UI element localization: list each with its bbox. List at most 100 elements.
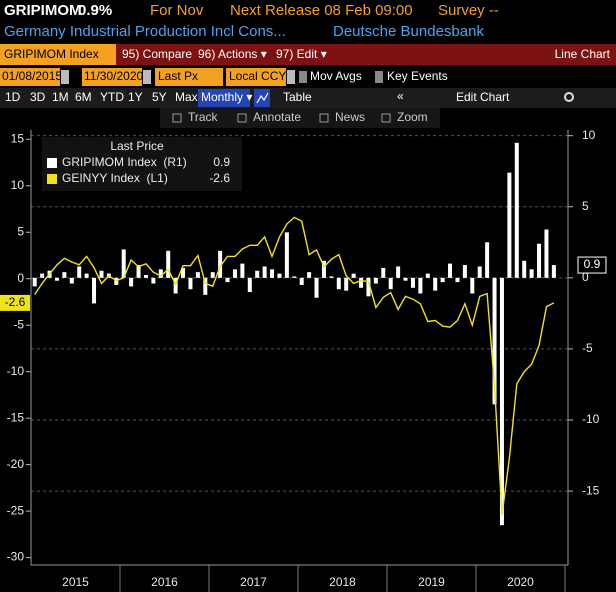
y-tick-label: -25 [7, 503, 25, 517]
x-tick-label: 2019 [418, 575, 445, 589]
legend-value: -2.6 [209, 171, 230, 185]
bar [351, 273, 356, 278]
start-date: 01/08/2015 [2, 69, 62, 83]
bar [388, 277, 393, 290]
bar [54, 277, 59, 281]
bar [336, 277, 341, 290]
field-box[interactable] [155, 68, 223, 86]
survey: Survey -- [438, 2, 499, 19]
source: Deutsche Bundesbank [333, 23, 484, 40]
x-tick-label: 2017 [240, 575, 267, 589]
last-value-flag [0, 294, 30, 311]
actions-button[interactable]: 96) Actions ▾ [198, 47, 267, 61]
bar [158, 269, 163, 278]
tool-button[interactable]: Track [188, 110, 219, 124]
bar [210, 272, 215, 278]
y2-tick-label: 0 [582, 270, 589, 284]
y-tick-label: 5 [17, 224, 24, 238]
x-tick-label: 2020 [507, 575, 534, 589]
y-tick-label: 10 [11, 178, 25, 192]
bar [92, 277, 97, 304]
y2-tick-label: -5 [582, 341, 593, 355]
bar [62, 272, 67, 278]
bar [284, 232, 289, 278]
y2-tick-label: -15 [582, 483, 600, 497]
period-button[interactable]: 5Y [152, 90, 167, 104]
checkbox[interactable] [375, 71, 383, 83]
dropdown-icon[interactable] [287, 70, 295, 84]
calendar-icon[interactable] [61, 70, 69, 84]
field: Last Px [158, 69, 198, 83]
toolbar [0, 44, 616, 65]
checkbox[interactable] [299, 71, 307, 83]
last-value: 0.9% [78, 2, 112, 19]
edit-chart-button[interactable]: Edit Chart [456, 90, 510, 104]
legend-swatch [47, 174, 57, 184]
table-button[interactable]: Table [283, 90, 312, 104]
bar [225, 277, 230, 283]
bar [492, 277, 497, 405]
legend-label: GEINYY Index (L1) [62, 171, 168, 185]
bar [270, 269, 275, 278]
legend-value: 0.9 [213, 155, 230, 169]
bar [262, 266, 267, 278]
chart-type[interactable]: Line Chart [555, 47, 611, 61]
bar [314, 277, 319, 298]
bar [247, 277, 252, 293]
settings-icon[interactable] [564, 92, 574, 102]
bar [403, 277, 408, 281]
compare-button[interactable]: 95) Compare [122, 47, 192, 61]
chart: 10 5 0 -5 -10 -15 15 10 5 0 -5 -10 -15 -20 -25 -30 2015 2… [0, 128, 607, 592]
period-button[interactable]: 1Y [128, 90, 143, 104]
tool-icon[interactable] [381, 113, 391, 123]
bar [544, 229, 549, 278]
bar [418, 277, 423, 294]
period-button[interactable]: YTD [100, 90, 124, 104]
bar [462, 265, 467, 278]
key-events[interactable]: Key Events [387, 69, 448, 83]
period-bar [0, 88, 616, 108]
tool-button[interactable]: Zoom [397, 110, 428, 124]
chart-icon-line [256, 92, 269, 104]
period-button[interactable]: Max [175, 90, 198, 104]
bar [277, 273, 282, 278]
security-box[interactable] [0, 44, 116, 65]
period-button[interactable]: 1M [52, 90, 69, 104]
frequency-box[interactable] [198, 89, 250, 107]
bar [240, 263, 245, 278]
currency-box[interactable] [226, 68, 286, 86]
bar [551, 265, 556, 278]
tool-button[interactable]: News [335, 110, 365, 124]
x-tick-label: 2016 [151, 575, 178, 589]
y2-tick-label: -10 [582, 412, 600, 426]
tool-icon[interactable] [319, 113, 329, 123]
calendar-icon[interactable] [143, 70, 151, 84]
tool-icon[interactable] [172, 113, 182, 123]
bar [470, 277, 475, 294]
y2-tick-label: 5 [582, 199, 589, 213]
bar [529, 269, 534, 278]
bar [425, 273, 430, 278]
y-tick-label: 0 [17, 271, 24, 285]
bar [477, 266, 482, 278]
period-button[interactable]: 6M [75, 90, 92, 104]
edit-button[interactable]: 97) Edit ▾ [276, 47, 327, 61]
tool-button[interactable]: Annotate [253, 110, 301, 124]
tool-icon[interactable] [237, 113, 247, 123]
bar [218, 250, 223, 278]
bar [166, 250, 171, 278]
bar [232, 269, 237, 278]
start-date-box[interactable] [0, 68, 60, 86]
bar [344, 277, 349, 291]
period-button[interactable]: 3D [30, 90, 46, 104]
bar [181, 267, 186, 278]
end-date-box[interactable] [82, 68, 142, 86]
mov-avgs[interactable]: Mov Avgs [310, 69, 362, 83]
period-button[interactable]: 1D [5, 90, 21, 104]
bar [537, 243, 542, 278]
bar [307, 272, 312, 278]
y-tick-label: -5 [13, 317, 24, 331]
y2-tick-label: 10 [582, 128, 596, 142]
collapse-button[interactable]: « [397, 89, 404, 103]
